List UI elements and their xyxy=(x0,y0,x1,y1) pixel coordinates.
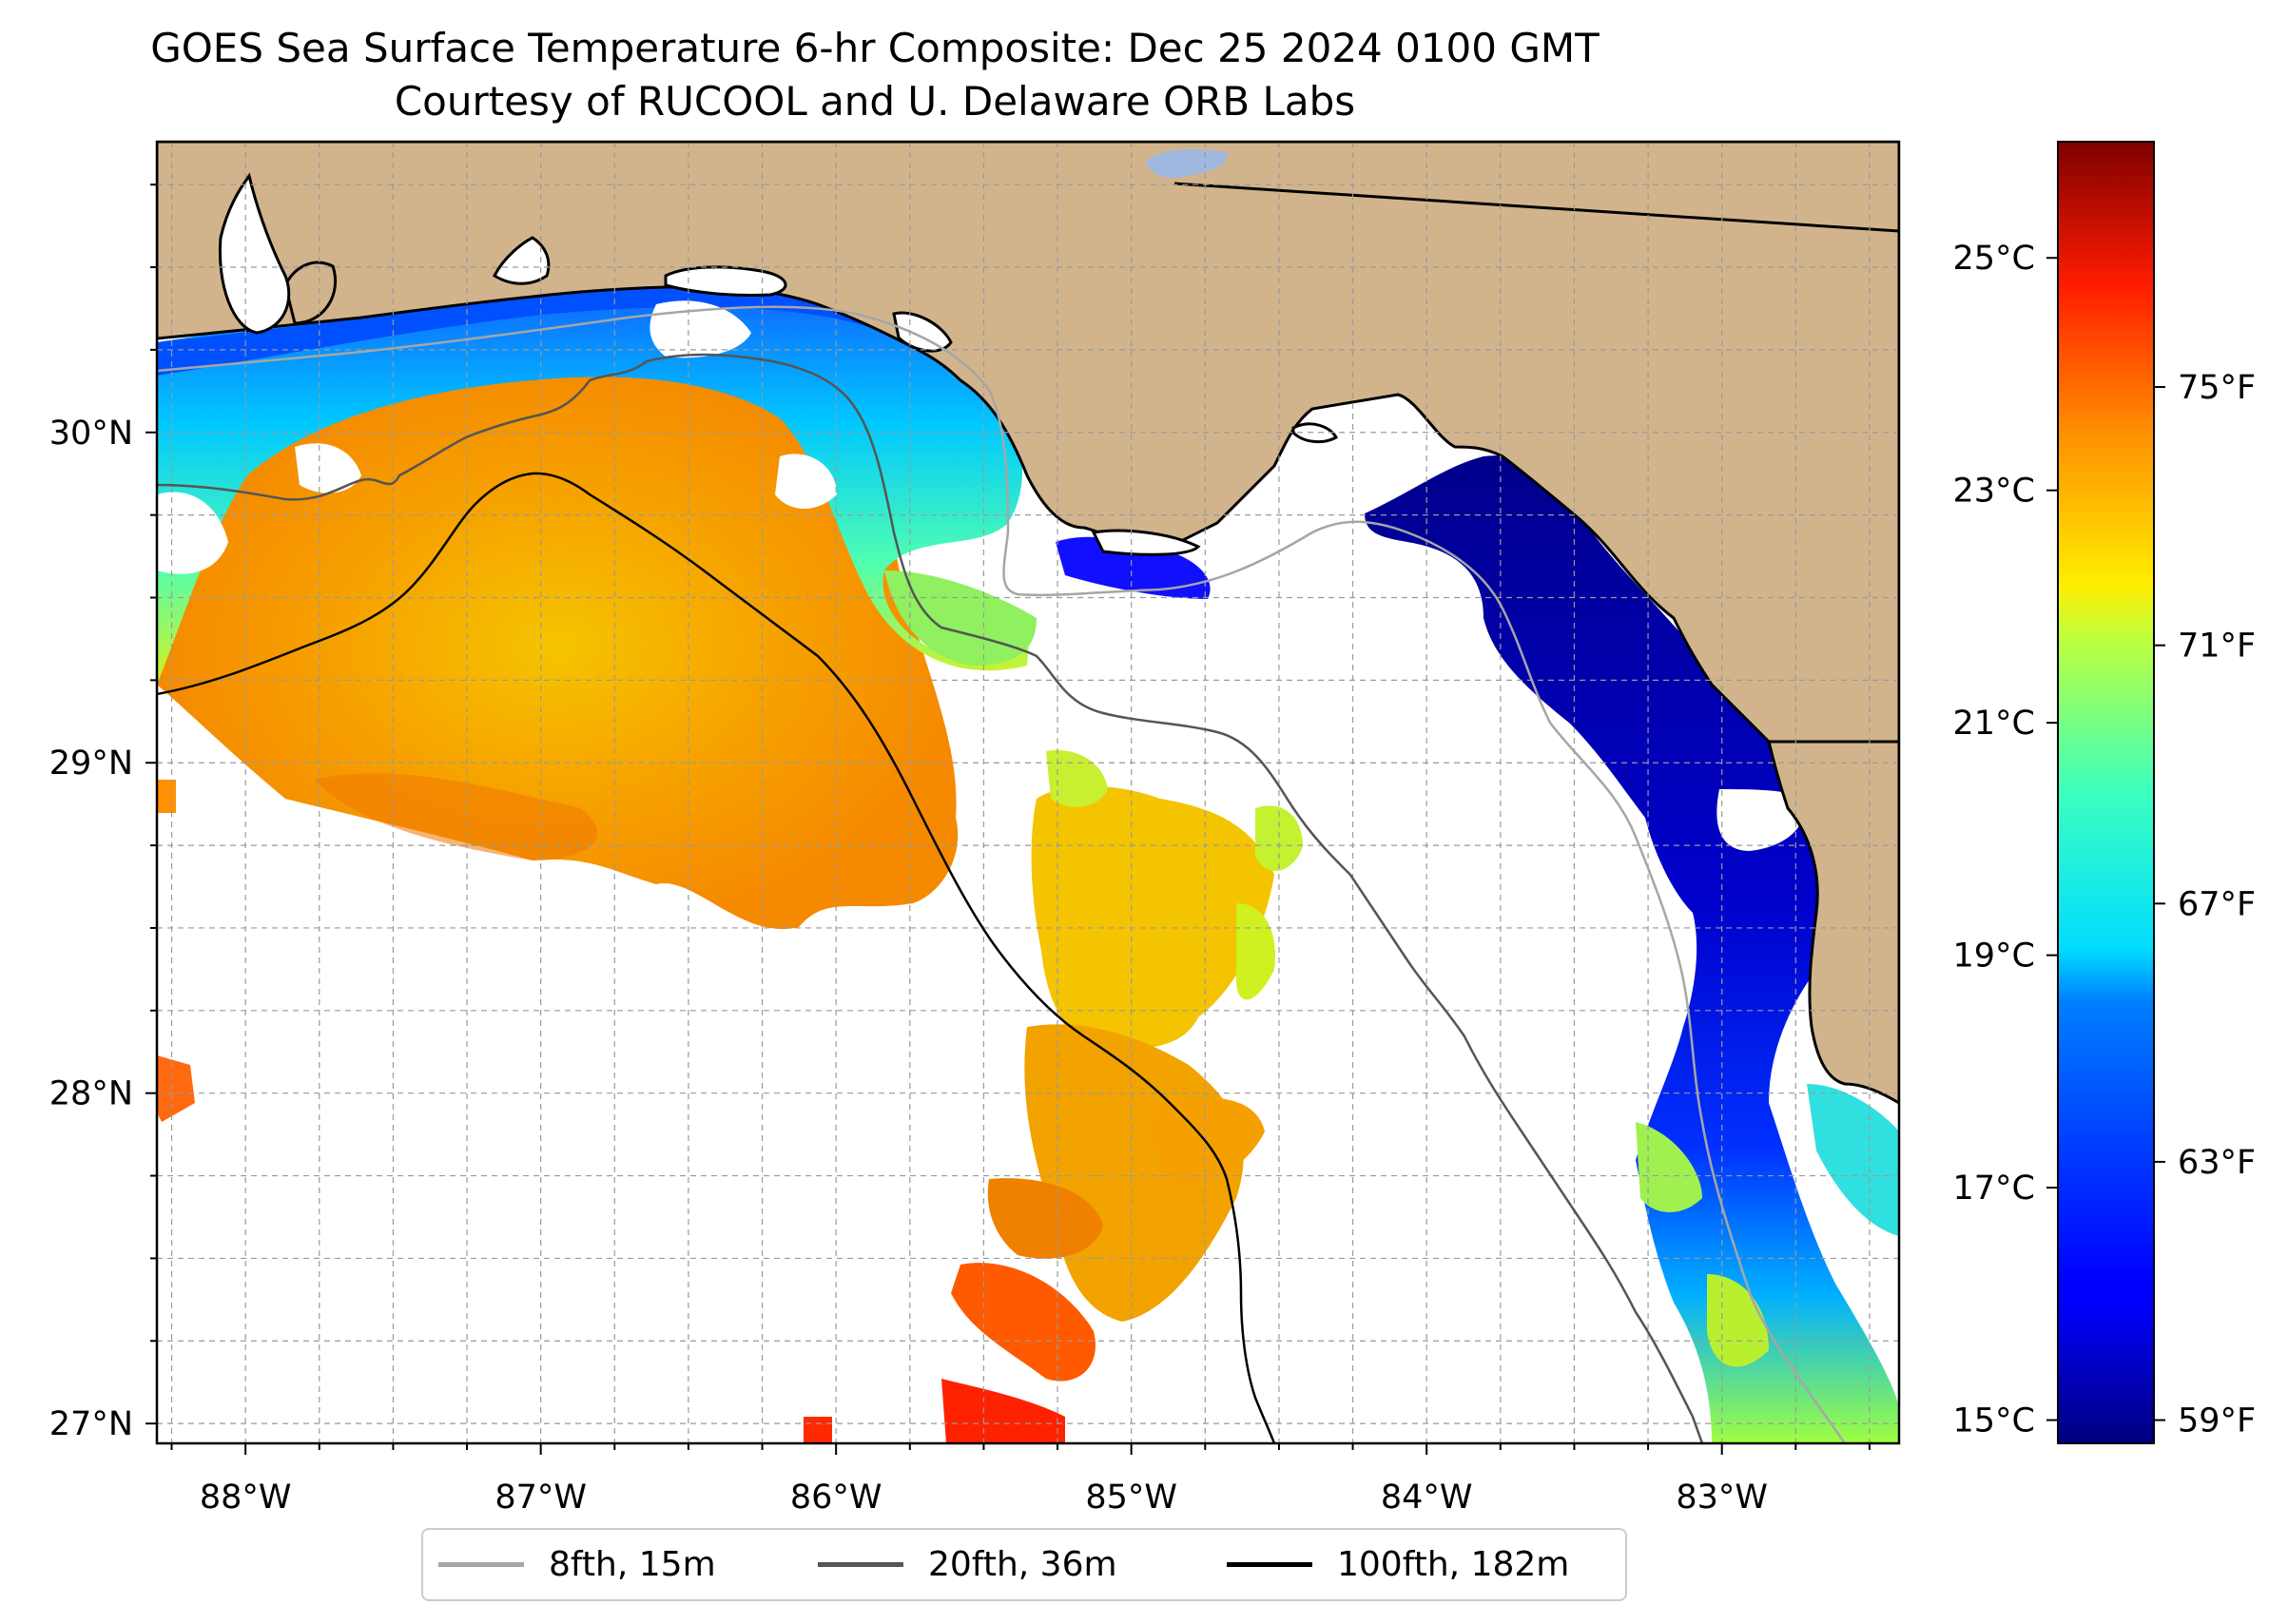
legend-item-20fth: 20fth, 36m xyxy=(818,1530,1117,1599)
colorbar-celsius-label: 19°C xyxy=(1953,938,2035,976)
sst-red-south-2 xyxy=(804,1417,832,1443)
colorbar-celsius-label: 15°C xyxy=(1953,1402,2035,1440)
sst-shelf-band xyxy=(157,282,1032,685)
map-area xyxy=(157,142,1899,1443)
land-mobile-bay-east xyxy=(283,261,338,325)
colorbar-fahrenheit-label: 63°F xyxy=(2178,1144,2256,1182)
legend-label-8fth: 8fth, 15m xyxy=(549,1545,716,1584)
land-florida-peninsula xyxy=(1767,740,1899,1105)
legend-label-100fth: 100fth, 182m xyxy=(1337,1545,1570,1584)
sst-patch-se xyxy=(1154,1097,1265,1182)
cloud-gap-4 xyxy=(295,443,361,493)
legend-swatch-100fth xyxy=(1227,1562,1312,1567)
colorbar-fahrenheit-ticks: 59°F 63°F 67°F 71°F 75°F xyxy=(2154,369,2256,1440)
sst-orange-south xyxy=(951,1263,1096,1382)
sst-coastal-blue xyxy=(157,285,1008,409)
sst-southbend-green xyxy=(1636,1122,1702,1212)
lat-tick-label: 28°N xyxy=(49,1075,133,1113)
sst-green-mid xyxy=(1255,805,1303,872)
cloud-gap-2 xyxy=(775,454,837,509)
lat-tick-group: 27°N 28°N 29°N 30°N xyxy=(49,184,157,1443)
pensacola-bay xyxy=(493,236,551,285)
cloud-gap-1 xyxy=(650,300,751,358)
lat-tick-label: 30°N xyxy=(49,415,133,453)
apalachicola-bay xyxy=(1091,529,1201,556)
mobile-bay xyxy=(218,172,291,335)
gridlines xyxy=(157,142,1899,1443)
colorbar-celsius-label: 21°C xyxy=(1953,705,2035,743)
lon-tick-group: 88°W 87°W 86°W 85°W 84°W 83°W xyxy=(170,1443,1871,1517)
sst-big-bend-cold xyxy=(1365,455,1899,1443)
isobath-100fth xyxy=(157,472,1276,1443)
legend-label-20fth: 20fth, 36m xyxy=(928,1545,1117,1584)
sst-orange-west-2 xyxy=(157,780,176,813)
colorbar-celsius-label: 17°C xyxy=(1953,1170,2035,1208)
sst-big-bend-white-gap xyxy=(1716,789,1807,851)
sst-orange-south-2 xyxy=(987,1178,1103,1259)
lon-tick-label: 83°W xyxy=(1676,1479,1768,1517)
ochlockonee-bay xyxy=(1291,422,1338,444)
colorbar-celsius-label: 23°C xyxy=(1953,473,2035,511)
colorbar-celsius-label: 25°C xyxy=(1953,240,2035,278)
st-andrews-bay xyxy=(892,311,953,353)
colorbar xyxy=(2057,141,2155,1444)
sst-tampa-teal xyxy=(1807,1084,1899,1236)
sst-orange-west xyxy=(157,1055,195,1122)
sst-green-patch xyxy=(1046,750,1108,807)
colorbar-fahrenheit-label: 71°F xyxy=(2178,628,2256,666)
isobath-8fth xyxy=(157,305,1847,1443)
lon-tick-label: 86°W xyxy=(790,1479,882,1517)
colorbar-fahrenheit-label: 67°F xyxy=(2178,885,2256,923)
legend-swatch-8fth xyxy=(438,1562,524,1567)
lon-tick-label: 84°W xyxy=(1381,1479,1473,1517)
colorbar-fahrenheit-label: 59°F xyxy=(2178,1402,2256,1440)
sst-yellow-mid xyxy=(1236,903,1275,1000)
lon-tick-label: 87°W xyxy=(494,1479,587,1517)
legend-swatch-20fth xyxy=(818,1562,903,1567)
lon-tick-label: 85°W xyxy=(1085,1479,1177,1517)
map-title: GOES Sea Surface Temperature 6-hr Compos… xyxy=(150,25,1600,71)
isobath-legend: 8fth, 15m 20fth, 36m 100fth, 182m xyxy=(421,1528,1627,1601)
cloud-gap-3 xyxy=(157,492,228,574)
state-border-line xyxy=(1173,182,1899,233)
sst-red-south xyxy=(941,1379,1065,1443)
legend-item-100fth: 100fth, 182m xyxy=(1227,1530,1569,1599)
map-subtitle: Courtesy of RUCOOL and U. Delaware ORB L… xyxy=(394,78,1356,125)
lake-seminole xyxy=(1146,149,1228,178)
lat-tick-label: 27°N xyxy=(49,1405,133,1443)
map-frame xyxy=(155,140,1901,1445)
isobath-20fth xyxy=(157,353,1704,1443)
lat-tick-label: 29°N xyxy=(49,744,133,783)
sst-warm-south xyxy=(314,773,598,860)
legend-item-8fth: 8fth, 15m xyxy=(438,1530,716,1599)
colorbar-fahrenheit-label: 75°F xyxy=(2178,369,2256,407)
colorbar-celsius-ticks: 15°C 17°C 19°C 21°C 23°C 25°C xyxy=(1953,240,2058,1440)
sst-gulf-middle xyxy=(1031,785,1274,1055)
lon-tick-label: 88°W xyxy=(200,1479,292,1517)
